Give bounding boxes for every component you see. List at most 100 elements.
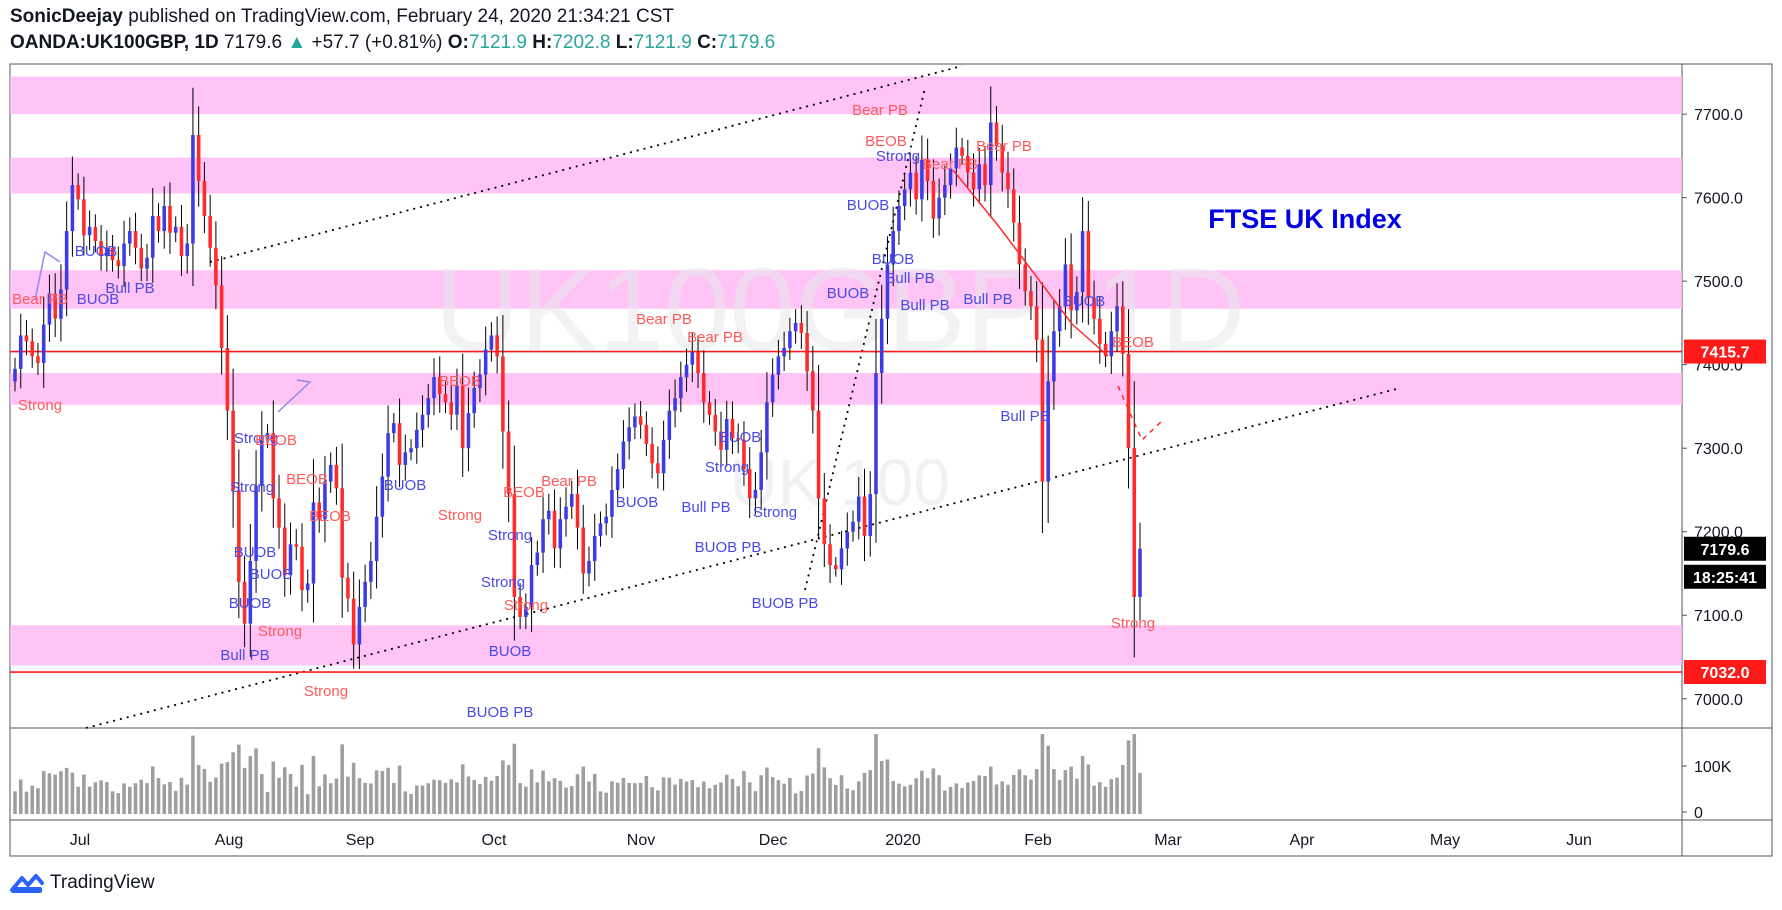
candle-body — [592, 535, 597, 561]
volume-bar — [248, 756, 253, 814]
volume-bar — [908, 784, 913, 814]
published-line: SonicDeejay published on TradingView.com… — [10, 6, 674, 28]
candle-body — [805, 332, 809, 372]
volume-bar — [615, 782, 620, 814]
volume-bar — [225, 762, 230, 814]
candle-body — [392, 423, 396, 434]
volume-bar — [948, 787, 953, 814]
last-price-tag: 7179.6 — [1701, 542, 1750, 559]
candle-body — [552, 510, 557, 549]
candle-body — [369, 560, 373, 582]
volume-bar — [943, 790, 947, 814]
volume-bar — [902, 786, 907, 814]
volume-bar — [701, 781, 706, 814]
candle-body — [93, 226, 98, 242]
candle-body — [76, 185, 80, 200]
volume-bar — [684, 781, 689, 814]
volume-bar — [82, 774, 86, 814]
volume-bar — [271, 761, 276, 814]
zone-0 — [10, 76, 1682, 115]
candle-body — [478, 374, 482, 389]
x-tick-label: Oct — [482, 832, 507, 849]
candle-body — [506, 431, 511, 495]
bull-pattern-label: BUOB — [1063, 293, 1106, 310]
volume-bar — [535, 782, 540, 814]
candle-body — [1040, 339, 1045, 482]
candle-body — [1000, 145, 1005, 173]
volume-bar — [885, 759, 890, 814]
volume-bar — [834, 784, 838, 814]
candle-body — [524, 606, 528, 617]
candle-body — [908, 172, 913, 190]
candle-body — [1098, 318, 1102, 344]
bull-pattern-label: BUOB — [250, 566, 293, 583]
volume-bar — [420, 785, 425, 814]
candle-body — [1069, 264, 1073, 311]
volume-bar — [558, 780, 563, 814]
volume-bar — [598, 791, 603, 814]
low-label: L: — [615, 32, 634, 53]
bear-pattern-label: Bear PB — [12, 291, 68, 308]
decline-path — [952, 169, 1109, 357]
volume-bar — [173, 790, 178, 814]
candle-body — [311, 502, 316, 584]
volume-bar — [1069, 766, 1073, 814]
candle-body — [346, 577, 350, 599]
candle-body — [971, 172, 976, 190]
candle-body — [36, 356, 40, 364]
candle-body — [650, 444, 654, 464]
up-arrow-1-icon — [34, 250, 61, 301]
volume-bar — [874, 734, 878, 814]
volume-bar — [254, 748, 258, 814]
bull-pattern-label: Bull PB — [885, 270, 934, 287]
candle-body — [730, 418, 735, 439]
volume-bar — [70, 772, 75, 814]
candle-body — [1132, 448, 1137, 597]
candle-body — [386, 433, 390, 477]
volume-bar — [1000, 781, 1005, 814]
volume-bar — [747, 782, 752, 814]
volume-bar — [575, 774, 580, 814]
footer[interactable]: TradingView — [10, 872, 155, 894]
candle-body — [30, 341, 34, 357]
volume-bar — [294, 786, 299, 814]
candle-body — [122, 243, 126, 267]
candle-body — [610, 489, 614, 517]
candle-body — [82, 199, 86, 236]
volume-bar — [1121, 764, 1125, 814]
candle-body — [1109, 331, 1114, 357]
volume-bar — [231, 752, 235, 814]
volume-bar — [1080, 756, 1085, 814]
high-label: H: — [532, 32, 553, 53]
candle-body — [168, 205, 172, 233]
bull-pattern-label: BUOB — [229, 595, 272, 612]
candle-body — [403, 452, 408, 465]
candle-body — [834, 565, 838, 570]
candle-body — [466, 413, 471, 449]
candle-body — [99, 241, 103, 257]
symbol-name: OANDA:UK100GBP, 1D — [10, 32, 219, 53]
volume-bar — [1098, 782, 1102, 814]
bull-pattern-label: BUOB — [872, 251, 915, 268]
volume-bar — [443, 782, 448, 814]
candle-body — [420, 414, 425, 430]
volume-bar — [185, 784, 189, 814]
volume-bar — [36, 788, 40, 814]
volume-bar — [139, 779, 144, 814]
candle-body — [816, 410, 821, 499]
candle-body — [759, 452, 763, 490]
candle-body — [627, 427, 631, 442]
price-change: +57.7 (+0.81%) — [311, 32, 443, 53]
candle-body — [960, 147, 964, 156]
volume-bar — [18, 779, 23, 814]
volume-bar — [489, 780, 494, 814]
volume-bar — [363, 782, 367, 814]
candle-body — [374, 516, 379, 561]
bull-pattern-label: Strong — [876, 148, 920, 165]
volume-bar — [357, 778, 362, 814]
candle-body — [483, 349, 488, 375]
volume-bar — [604, 792, 608, 814]
candle-body — [868, 494, 873, 536]
candle-body — [770, 374, 775, 403]
